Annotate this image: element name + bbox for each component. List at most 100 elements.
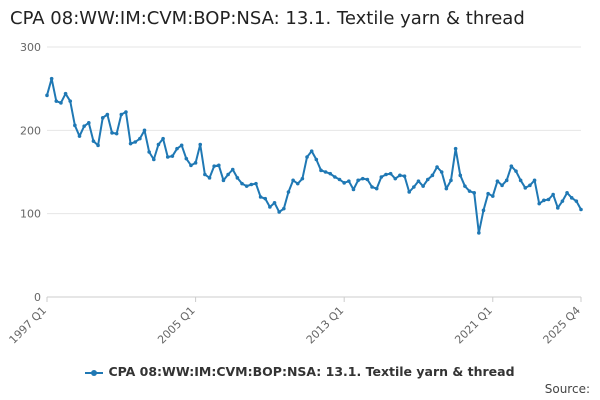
data-point[interactable] xyxy=(319,168,323,173)
data-point[interactable] xyxy=(114,131,119,136)
data-point[interactable] xyxy=(430,173,435,178)
data-point[interactable] xyxy=(472,191,477,195)
data-point[interactable] xyxy=(96,143,100,148)
data-point[interactable] xyxy=(551,192,555,197)
data-point[interactable] xyxy=(407,190,411,194)
data-point[interactable] xyxy=(49,76,54,81)
data-point[interactable] xyxy=(309,149,314,153)
data-point[interactable] xyxy=(467,189,472,193)
data-point[interactable] xyxy=(189,163,193,168)
data-point[interactable] xyxy=(73,123,77,128)
data-point[interactable] xyxy=(272,201,277,205)
data-point[interactable] xyxy=(412,185,416,189)
data-point[interactable] xyxy=(528,183,532,188)
data-point[interactable] xyxy=(105,112,110,117)
data-point[interactable] xyxy=(546,197,551,202)
data-point[interactable] xyxy=(537,201,542,206)
data-point[interactable] xyxy=(444,186,449,191)
data-point[interactable] xyxy=(268,205,272,209)
data-point[interactable] xyxy=(333,175,337,179)
data-point[interactable] xyxy=(342,181,346,185)
data-point[interactable] xyxy=(477,231,481,235)
data-point[interactable] xyxy=(458,173,463,178)
data-point[interactable] xyxy=(305,155,309,159)
data-point[interactable] xyxy=(68,99,73,103)
data-point[interactable] xyxy=(119,112,124,117)
data-point[interactable] xyxy=(337,177,342,182)
data-point[interactable] xyxy=(203,172,207,177)
data-point[interactable] xyxy=(560,199,565,203)
data-point[interactable] xyxy=(175,146,179,151)
data-point[interactable] xyxy=(244,184,249,188)
data-point[interactable] xyxy=(240,181,244,186)
data-point[interactable] xyxy=(388,171,393,176)
data-point[interactable] xyxy=(360,176,365,181)
data-point[interactable] xyxy=(439,170,444,174)
data-point[interactable] xyxy=(351,187,356,192)
data-point[interactable] xyxy=(282,206,286,211)
data-point[interactable] xyxy=(193,161,198,165)
data-point[interactable] xyxy=(504,178,509,183)
data-point[interactable] xyxy=(91,139,96,143)
data-point[interactable] xyxy=(45,93,49,98)
data-point[interactable] xyxy=(555,206,560,210)
data-point[interactable] xyxy=(124,110,128,114)
data-point[interactable] xyxy=(398,173,402,178)
data-point[interactable] xyxy=(347,179,351,183)
data-point[interactable] xyxy=(128,141,133,146)
data-point[interactable] xyxy=(286,190,291,194)
data-point[interactable] xyxy=(490,194,495,198)
data-point[interactable] xyxy=(86,121,91,125)
data-point[interactable] xyxy=(356,178,360,183)
data-point[interactable] xyxy=(435,165,439,169)
data-point[interactable] xyxy=(486,191,490,196)
data-point[interactable] xyxy=(500,183,504,188)
data-point[interactable] xyxy=(565,191,569,195)
data-point[interactable] xyxy=(82,124,86,128)
data-point[interactable] xyxy=(147,150,151,154)
data-point[interactable] xyxy=(481,208,486,213)
data-point[interactable] xyxy=(300,176,305,181)
data-point[interactable] xyxy=(277,210,281,214)
data-point[interactable] xyxy=(514,169,518,173)
data-point[interactable] xyxy=(230,167,235,172)
data-point[interactable] xyxy=(374,186,379,191)
data-point[interactable] xyxy=(142,128,147,133)
data-point[interactable] xyxy=(258,195,263,199)
data-point[interactable] xyxy=(463,184,467,188)
data-point[interactable] xyxy=(59,101,63,105)
data-point[interactable] xyxy=(579,207,583,212)
data-point[interactable] xyxy=(453,146,458,151)
data-point[interactable] xyxy=(198,142,203,147)
data-point[interactable] xyxy=(110,131,114,135)
data-point[interactable] xyxy=(179,143,184,148)
data-point[interactable] xyxy=(379,175,384,179)
data-point[interactable] xyxy=(249,182,254,187)
data-point[interactable] xyxy=(254,181,258,186)
data-point[interactable] xyxy=(425,177,430,182)
data-point[interactable] xyxy=(161,136,165,141)
data-point[interactable] xyxy=(156,142,161,147)
data-point[interactable] xyxy=(495,179,500,183)
data-point[interactable] xyxy=(523,186,528,190)
data-point[interactable] xyxy=(421,184,425,188)
data-point[interactable] xyxy=(165,155,170,159)
data-point[interactable] xyxy=(532,178,537,183)
data-point[interactable] xyxy=(365,177,370,182)
data-point[interactable] xyxy=(212,164,216,168)
data-point[interactable] xyxy=(184,156,189,161)
data-point[interactable] xyxy=(263,196,268,201)
data-point[interactable] xyxy=(217,163,221,168)
data-point[interactable] xyxy=(77,134,82,138)
data-point[interactable] xyxy=(370,185,374,189)
data-point[interactable] xyxy=(569,196,574,200)
data-point[interactable] xyxy=(291,178,295,183)
data-point[interactable] xyxy=(323,170,328,174)
data-point[interactable] xyxy=(542,198,546,203)
data-point[interactable] xyxy=(384,172,388,177)
data-point[interactable] xyxy=(133,140,138,144)
data-point[interactable] xyxy=(328,171,333,176)
data-point[interactable] xyxy=(226,172,230,177)
data-point[interactable] xyxy=(207,176,212,180)
data-point[interactable] xyxy=(152,157,156,162)
